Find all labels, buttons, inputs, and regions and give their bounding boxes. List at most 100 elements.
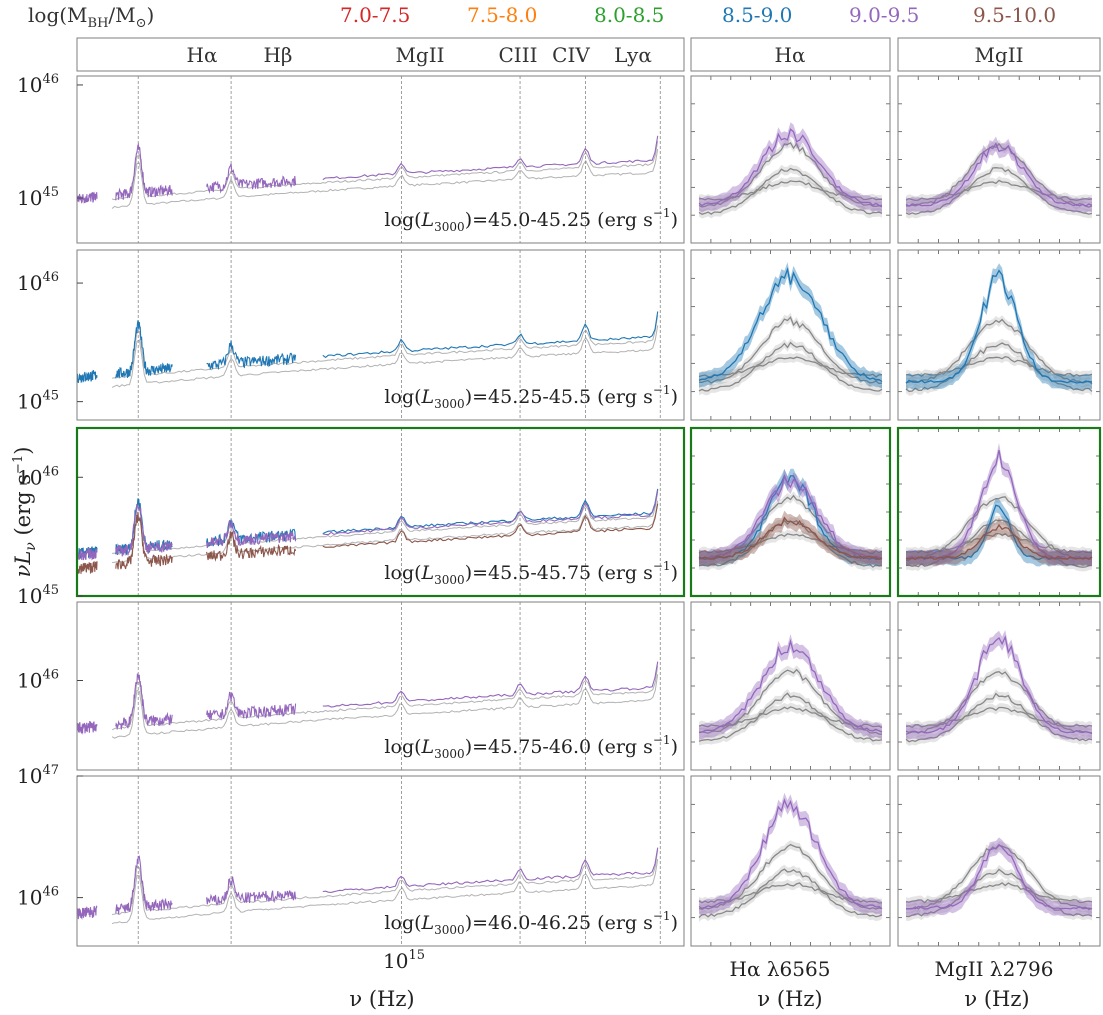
mgii-gray-profile-2-line xyxy=(905,671,1093,735)
sed-series-9.0-9.5-seg-2 xyxy=(115,855,173,915)
sed-series-9.0-9.5-seg-3 xyxy=(206,876,297,906)
sed-panel-frame-5 xyxy=(76,775,685,947)
mgii-panel-row-3 xyxy=(896,426,1102,598)
mgii-header-box xyxy=(897,37,1101,72)
mgii-profile-9.0-9.5-band xyxy=(906,136,1092,214)
halpha-profile-9.0-9.5-line xyxy=(698,128,883,207)
mgii-panel-frame-1 xyxy=(897,75,1101,244)
halpha-gray-profile-3-band xyxy=(699,176,882,205)
mgii-profile-9.0-9.5-band xyxy=(906,837,1092,917)
sed-series-8.5-9.0-seg-2 xyxy=(115,498,173,556)
mgii-gray-profile-3-band xyxy=(906,703,1092,732)
mgii-profile-9.0-9.5-band xyxy=(906,442,1092,567)
sed-panel-plot-area-3 xyxy=(77,428,661,596)
y-tick-label: 1046 xyxy=(17,464,59,489)
mgii-gray-profile-1-line xyxy=(905,342,1093,393)
mgii-gray-profile-3-band xyxy=(906,529,1092,558)
sed-series-8.5-9.0-seg-3 xyxy=(206,340,297,371)
halpha-column-title: Hα xyxy=(775,43,806,67)
halpha-panel-row-1 xyxy=(690,75,891,244)
gray-composite-2 xyxy=(111,665,659,731)
sed-series-9.0-9.5-seg-4 xyxy=(322,135,659,181)
line-label-ciii: CIII xyxy=(498,43,537,67)
legend-entry-9.5-10.0: 9.5-10.0 xyxy=(973,3,1056,27)
mgii-gray-profile-3-band xyxy=(906,878,1092,907)
mgii-x-axis-label: ν (Hz) xyxy=(964,987,1029,1011)
halpha-gray-profile-1-band xyxy=(699,164,882,219)
halpha-gray-profile-1-line xyxy=(698,868,883,918)
mgii-panel-frame-2 xyxy=(897,249,1101,421)
halpha-panel-frame-4 xyxy=(690,601,891,771)
halpha-panel-frame-5 xyxy=(690,775,891,947)
mgii-plot-area-4 xyxy=(905,630,1093,746)
y-tick-label: 1046 xyxy=(17,885,59,910)
halpha-gray-profile-3-band xyxy=(699,702,882,732)
gray-composite-1 xyxy=(111,148,659,209)
gray-composite-1 xyxy=(111,325,659,388)
mgii-plot-area-1 xyxy=(905,136,1093,219)
mgii-profile-9.5-10.0-band xyxy=(906,517,1092,567)
mgii-panel-row-1 xyxy=(897,75,1101,244)
luminosity-bin-label-3: log(L3000)=45.5-45.75 (erg s−1) xyxy=(384,559,678,587)
halpha-header-box xyxy=(690,37,891,72)
sed-panel-plot-area-2 xyxy=(77,250,661,420)
halpha-profile-9.0-9.5-band xyxy=(699,792,882,916)
y-tick-label: 1046 xyxy=(17,270,59,295)
halpha-gray-profile-1-band xyxy=(699,338,882,396)
halpha-gray-profile-2-line xyxy=(698,668,883,735)
halpha-gray-profile-1-band xyxy=(699,516,882,572)
gray-composite-1 xyxy=(111,858,659,925)
mgii-gray-profile-3-line xyxy=(905,356,1093,378)
halpha-panel-row-5 xyxy=(690,775,891,947)
sed-panel-plot-area-4 xyxy=(77,602,661,770)
halpha-plot-area-4 xyxy=(698,634,883,746)
mgii-gray-profile-2-band xyxy=(906,315,1092,389)
sed-series-9.5-10.0-seg-1 xyxy=(77,560,98,575)
halpha-gray-profile-3-line xyxy=(698,356,883,378)
main-x-tick-label: 1015 xyxy=(383,948,425,973)
halpha-plot-area-1 xyxy=(698,122,883,219)
halpha-profile-8.5-9.0-band xyxy=(699,262,882,389)
mgii-gray-profile-3-line xyxy=(905,179,1093,202)
halpha-gray-profile-3-band xyxy=(699,352,882,382)
sed-series-8.5-9.0-seg-4 xyxy=(322,488,659,535)
sed-panel-frame-4 xyxy=(76,601,685,771)
halpha-profile-9.0-9.5-line xyxy=(698,474,883,560)
sed-panel-row-5: 1046 1047 log(L3000)=46.0-46.25 (erg s−1) xyxy=(17,763,685,947)
mgii-gray-profile-1-line xyxy=(905,167,1093,216)
halpha-profile-9.0-9.5-band xyxy=(699,634,882,740)
sed-series-9.0-9.5-seg-2 xyxy=(115,673,173,730)
sed-series-9.0-9.5-seg-4 xyxy=(322,661,659,708)
mgii-profile-9.0-9.5-line xyxy=(905,843,1093,910)
halpha-x-title: Hα λ6565 xyxy=(730,957,831,981)
sed-panel-frame-2 xyxy=(76,249,685,421)
mgii-profile-9.5-10.0-line xyxy=(905,523,1093,561)
mgii-profile-9.0-9.5-line xyxy=(905,142,1093,207)
halpha-gray-profile-2-band xyxy=(699,138,882,212)
mgii-panel-frame-3 xyxy=(896,426,1102,598)
sed-series-9.0-9.5-seg-3 xyxy=(206,163,297,194)
sed-series-9.0-9.5-seg-1 xyxy=(77,548,98,561)
sed-series-8.5-9.0-seg-1 xyxy=(77,545,98,559)
halpha-plot-area-3 xyxy=(698,468,883,572)
sed-panel-plot-area-5 xyxy=(77,776,661,946)
sed-series-9.0-9.5-seg-4 xyxy=(322,847,659,893)
gray-composite-2 xyxy=(112,491,659,555)
emission-line-labels: Hα Hβ MgII CIII CIV Lyα xyxy=(187,43,652,67)
mass-bin-header: log(MBH/M⊙) xyxy=(28,3,154,31)
y-axis-label: νLν (erg s−1) xyxy=(11,447,39,578)
line-label-civ: CIV xyxy=(552,43,590,67)
mgii-profile-9.0-9.5-band xyxy=(906,630,1092,741)
mgii-panel-row-5 xyxy=(897,775,1101,947)
sed-panel-frame-3 xyxy=(75,426,686,598)
y-tick-label: 1046 xyxy=(17,668,59,693)
halpha-gray-profile-2-line xyxy=(698,843,883,910)
halpha-panel-frame-3 xyxy=(689,426,892,598)
halpha-gray-profile-2-line xyxy=(698,142,883,208)
luminosity-bin-label-2: log(L3000)=45.25-45.5 (erg s−1) xyxy=(384,383,678,411)
legend: 7.0-7.5 7.5-8.0 8.0-8.5 8.5-9.0 9.0-9.5 … xyxy=(340,3,1056,27)
sed-series-9.0-9.5-seg-1 xyxy=(77,720,98,736)
gray-composite-2 xyxy=(111,140,659,201)
gray-composite-1 xyxy=(111,674,659,739)
halpha-gray-profile-2-band xyxy=(699,840,882,914)
